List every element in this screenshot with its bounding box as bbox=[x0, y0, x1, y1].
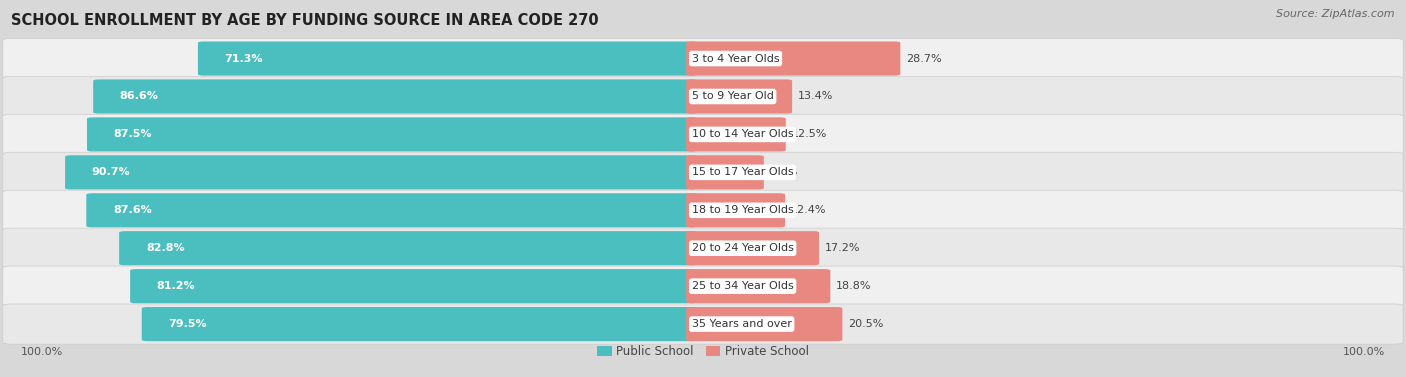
Text: 71.3%: 71.3% bbox=[225, 54, 263, 64]
FancyBboxPatch shape bbox=[65, 155, 697, 189]
Text: 20 to 24 Year Olds: 20 to 24 Year Olds bbox=[692, 243, 793, 253]
Text: 87.6%: 87.6% bbox=[112, 205, 152, 215]
Text: 100.0%: 100.0% bbox=[21, 347, 63, 357]
FancyBboxPatch shape bbox=[198, 41, 697, 76]
Text: 25 to 34 Year Olds: 25 to 34 Year Olds bbox=[692, 281, 793, 291]
FancyBboxPatch shape bbox=[686, 269, 831, 303]
Text: 20.5%: 20.5% bbox=[848, 319, 883, 329]
Text: 13.4%: 13.4% bbox=[797, 92, 834, 101]
Text: 79.5%: 79.5% bbox=[169, 319, 207, 329]
Text: 9.4%: 9.4% bbox=[769, 167, 799, 177]
FancyBboxPatch shape bbox=[142, 307, 697, 341]
Text: 82.8%: 82.8% bbox=[146, 243, 184, 253]
FancyBboxPatch shape bbox=[686, 117, 786, 152]
Text: 86.6%: 86.6% bbox=[120, 92, 159, 101]
Text: 100.0%: 100.0% bbox=[1343, 347, 1385, 357]
Text: 18.8%: 18.8% bbox=[837, 281, 872, 291]
FancyBboxPatch shape bbox=[3, 38, 1403, 79]
FancyBboxPatch shape bbox=[3, 190, 1403, 230]
Text: 10 to 14 Year Olds: 10 to 14 Year Olds bbox=[692, 129, 793, 139]
Text: 12.4%: 12.4% bbox=[790, 205, 827, 215]
FancyBboxPatch shape bbox=[686, 80, 792, 113]
Legend: Public School, Private School: Public School, Private School bbox=[598, 345, 808, 358]
FancyBboxPatch shape bbox=[131, 269, 697, 303]
FancyBboxPatch shape bbox=[120, 231, 697, 265]
FancyBboxPatch shape bbox=[3, 304, 1403, 344]
FancyBboxPatch shape bbox=[93, 80, 697, 113]
FancyBboxPatch shape bbox=[686, 231, 820, 265]
FancyBboxPatch shape bbox=[87, 117, 697, 152]
FancyBboxPatch shape bbox=[686, 193, 785, 227]
Text: 15 to 17 Year Olds: 15 to 17 Year Olds bbox=[692, 167, 793, 177]
Text: 5 to 9 Year Old: 5 to 9 Year Old bbox=[692, 92, 773, 101]
Text: 90.7%: 90.7% bbox=[91, 167, 131, 177]
Text: 3 to 4 Year Olds: 3 to 4 Year Olds bbox=[692, 54, 779, 64]
Text: 35 Years and over: 35 Years and over bbox=[692, 319, 792, 329]
Text: Source: ZipAtlas.com: Source: ZipAtlas.com bbox=[1277, 9, 1395, 20]
Text: 87.5%: 87.5% bbox=[114, 129, 152, 139]
FancyBboxPatch shape bbox=[3, 152, 1403, 193]
FancyBboxPatch shape bbox=[3, 114, 1403, 155]
Text: 12.5%: 12.5% bbox=[792, 129, 827, 139]
FancyBboxPatch shape bbox=[86, 193, 697, 227]
FancyBboxPatch shape bbox=[686, 155, 763, 189]
FancyBboxPatch shape bbox=[686, 41, 900, 76]
Text: 17.2%: 17.2% bbox=[825, 243, 860, 253]
Text: SCHOOL ENROLLMENT BY AGE BY FUNDING SOURCE IN AREA CODE 270: SCHOOL ENROLLMENT BY AGE BY FUNDING SOUR… bbox=[11, 13, 599, 28]
Text: 18 to 19 Year Olds: 18 to 19 Year Olds bbox=[692, 205, 793, 215]
Text: 28.7%: 28.7% bbox=[905, 54, 942, 64]
FancyBboxPatch shape bbox=[3, 266, 1403, 306]
Text: 81.2%: 81.2% bbox=[157, 281, 195, 291]
FancyBboxPatch shape bbox=[3, 228, 1403, 268]
FancyBboxPatch shape bbox=[3, 77, 1403, 116]
FancyBboxPatch shape bbox=[686, 307, 842, 341]
